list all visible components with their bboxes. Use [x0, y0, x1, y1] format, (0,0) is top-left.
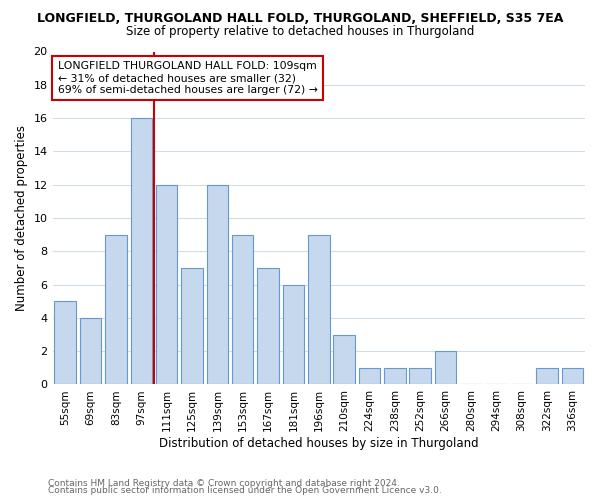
Bar: [536, 368, 558, 384]
Bar: [232, 234, 253, 384]
Bar: [435, 351, 457, 384]
Text: Size of property relative to detached houses in Thurgoland: Size of property relative to detached ho…: [126, 25, 474, 38]
Bar: [409, 368, 431, 384]
Y-axis label: Number of detached properties: Number of detached properties: [15, 125, 28, 311]
Bar: [283, 284, 304, 384]
X-axis label: Distribution of detached houses by size in Thurgoland: Distribution of detached houses by size …: [159, 437, 479, 450]
Bar: [384, 368, 406, 384]
Text: Contains HM Land Registry data © Crown copyright and database right 2024.: Contains HM Land Registry data © Crown c…: [48, 478, 400, 488]
Bar: [562, 368, 583, 384]
Text: LONGFIELD THURGOLAND HALL FOLD: 109sqm
← 31% of detached houses are smaller (32): LONGFIELD THURGOLAND HALL FOLD: 109sqm ←…: [58, 62, 318, 94]
Bar: [181, 268, 203, 384]
Bar: [257, 268, 279, 384]
Bar: [206, 184, 228, 384]
Bar: [359, 368, 380, 384]
Bar: [131, 118, 152, 384]
Text: LONGFIELD, THURGOLAND HALL FOLD, THURGOLAND, SHEFFIELD, S35 7EA: LONGFIELD, THURGOLAND HALL FOLD, THURGOL…: [37, 12, 563, 26]
Bar: [55, 301, 76, 384]
Text: Contains public sector information licensed under the Open Government Licence v3: Contains public sector information licen…: [48, 486, 442, 495]
Bar: [308, 234, 329, 384]
Bar: [80, 318, 101, 384]
Bar: [105, 234, 127, 384]
Bar: [334, 334, 355, 384]
Bar: [156, 184, 178, 384]
